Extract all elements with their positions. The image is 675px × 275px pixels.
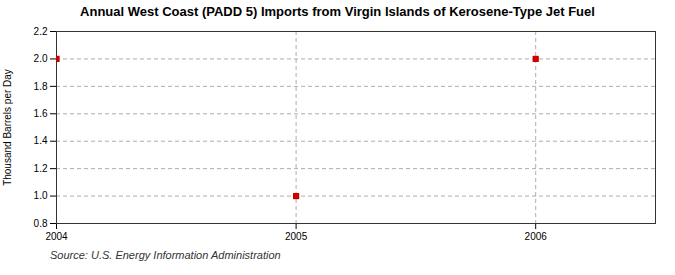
svg-text:1.6: 1.6 <box>34 108 48 119</box>
svg-text:1.8: 1.8 <box>34 81 48 92</box>
svg-text:2006: 2006 <box>525 231 548 242</box>
svg-text:1.2: 1.2 <box>34 163 48 174</box>
svg-text:1.0: 1.0 <box>34 190 48 201</box>
svg-text:2004: 2004 <box>45 231 68 242</box>
svg-text:2.2: 2.2 <box>34 26 48 37</box>
html-text:Source: U.S. Energy Informatio: Source: U.S. Energy Information Administ… <box>50 249 281 261</box>
svg-text:2.0: 2.0 <box>34 53 48 64</box>
svg-text:2005: 2005 <box>285 231 308 242</box>
svg-text:Thousand Barrels per Day: Thousand Barrels per Day <box>2 69 13 186</box>
svg-text:1.4: 1.4 <box>34 135 48 146</box>
html-text:Annual West Coast (PADD 5) Imp: Annual West Coast (PADD 5) Imports from … <box>80 4 595 19</box>
svg-text:0.8: 0.8 <box>34 218 48 229</box>
